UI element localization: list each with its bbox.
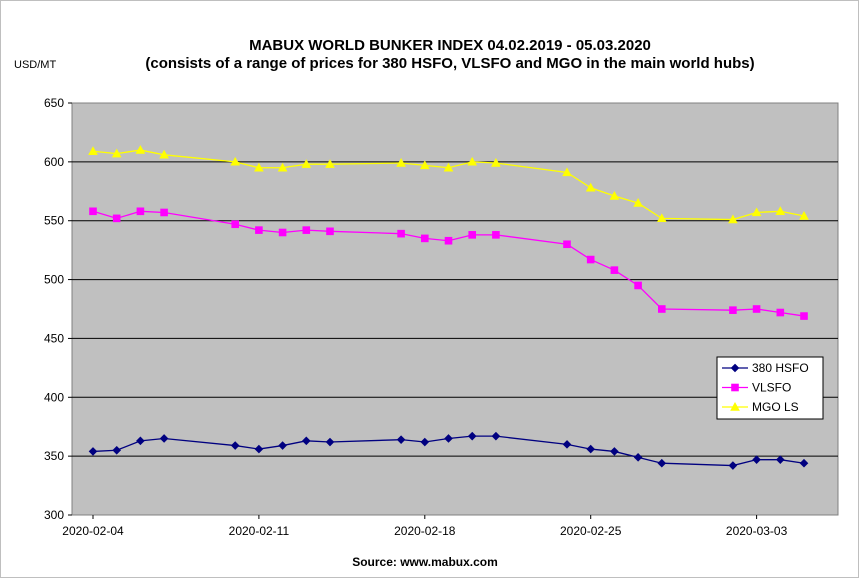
data-point-vlsfo [610, 266, 619, 274]
data-point-mgo-ls [159, 149, 169, 159]
data-point-380-hsfo [278, 441, 287, 450]
data-point-vlsfo [634, 281, 642, 290]
x-tick-label: 2020-02-18 [394, 524, 456, 538]
data-point-380-hsfo [775, 455, 785, 464]
data-point-mgo-ls [111, 148, 122, 158]
data-point-380-hsfo [396, 435, 406, 444]
data-point-mgo-ls [88, 146, 98, 155]
y-tick-label: 500 [44, 273, 64, 287]
data-point-mgo-ls [491, 158, 501, 167]
legend-label-mgo-ls: MGO LS [752, 400, 799, 414]
legend: 380 HSFO VLSFO MGO LS [716, 356, 824, 420]
x-axis: 2020-02-04 2020-02-11 2020-02-18 2020-02-25… [62, 515, 788, 538]
x-tick-label: 2020-02-04 [62, 524, 124, 538]
data-point-380-hsfo [657, 458, 667, 468]
data-point-mgo-ls [585, 182, 596, 192]
legend-marker-vlsfo [731, 383, 739, 392]
data-point-vlsfo [468, 231, 476, 239]
data-point-mgo-ls [467, 156, 478, 166]
data-point-380-hsfo [301, 436, 311, 446]
data-point-mgo-ls [277, 162, 288, 172]
data-point-vlsfo [112, 214, 121, 223]
x-tick-label: 2020-02-11 [229, 524, 290, 538]
y-tick-label: 650 [44, 96, 64, 110]
data-point-380-hsfo [136, 436, 145, 446]
data-point-mgo-ls [325, 159, 335, 168]
data-point-380-hsfo [491, 431, 501, 441]
data-point-mgo-ls [396, 158, 406, 167]
data-point-380-hsfo [633, 453, 643, 462]
y-tick-label: 350 [44, 449, 64, 463]
y-tick-label: 550 [44, 214, 64, 228]
data-point-mgo-ls [135, 145, 146, 154]
y-tick-label: 450 [44, 331, 64, 345]
data-point-vlsfo [397, 229, 405, 238]
series-group [88, 145, 809, 470]
data-point-380-hsfo [610, 447, 619, 456]
data-point-mgo-ls [609, 190, 620, 200]
data-point-mgo-ls [254, 162, 264, 172]
data-point-380-hsfo [112, 445, 122, 455]
legend-marker-mgo-ls [730, 401, 740, 411]
y-tick-label: 300 [44, 508, 64, 522]
data-point-vlsfo [326, 227, 334, 236]
data-point-380-hsfo [467, 431, 477, 441]
chart-subtitle: (consists of a range of prices for 380 H… [145, 55, 754, 72]
data-point-380-hsfo [230, 441, 240, 450]
data-point-vlsfo [800, 312, 808, 320]
y-axis: 300 350 400 450 500 550 600 650 [44, 96, 72, 522]
data-point-380-hsfo [420, 437, 430, 447]
data-point-mgo-ls [656, 213, 667, 223]
y-tick-label: 600 [44, 155, 64, 169]
data-point-vlsfo [776, 308, 785, 317]
data-point-380-hsfo [799, 458, 809, 468]
data-point-380-hsfo [159, 434, 169, 443]
gridlines [72, 161, 838, 457]
data-point-mgo-ls [230, 156, 241, 166]
data-point-vlsfo [160, 208, 168, 217]
data-point-mgo-ls [443, 162, 454, 172]
data-point-vlsfo [89, 207, 97, 216]
data-point-mgo-ls [728, 214, 738, 224]
legend-label-380-hsfo: 380 HSFO [752, 361, 809, 375]
y-axis-unit-label: USD/MT [14, 59, 56, 71]
data-point-mgo-ls [775, 206, 786, 215]
data-point-380-hsfo [254, 444, 264, 454]
x-tick-label: 2020-03-03 [726, 524, 788, 538]
data-point-380-hsfo [728, 461, 738, 470]
plot-area [71, 102, 839, 516]
y-tick-label: 400 [44, 390, 64, 404]
data-point-380-hsfo [325, 437, 335, 447]
data-point-vlsfo [729, 306, 737, 314]
data-point-vlsfo [752, 305, 761, 313]
data-point-380-hsfo [562, 440, 572, 449]
legend-marker-380-hsfo [730, 363, 740, 373]
chart-source: Source: www.mabux.com [352, 555, 498, 569]
data-point-mgo-ls [751, 207, 762, 217]
data-point-380-hsfo [88, 447, 98, 456]
data-point-vlsfo [444, 236, 453, 245]
data-point-mgo-ls [301, 159, 312, 168]
data-point-380-hsfo [752, 455, 761, 464]
data-point-mgo-ls [562, 167, 572, 177]
data-point-vlsfo [278, 228, 287, 237]
data-point-vlsfo [231, 220, 239, 229]
data-point-mgo-ls [633, 198, 643, 207]
data-point-vlsfo [492, 231, 500, 239]
data-point-vlsfo [586, 255, 595, 264]
data-point-vlsfo [658, 305, 666, 313]
data-point-vlsfo [255, 226, 263, 234]
data-point-vlsfo [302, 226, 311, 234]
legend-label-vlsfo: VLSFO [752, 381, 791, 395]
data-point-380-hsfo [444, 434, 453, 443]
data-point-vlsfo [563, 240, 571, 249]
data-point-mgo-ls [419, 160, 430, 170]
data-point-vlsfo [421, 234, 429, 243]
chart-title: MABUX WORLD BUNKER INDEX 04.02.2019 - 05… [249, 37, 651, 54]
data-point-380-hsfo [586, 444, 596, 454]
data-point-mgo-ls [799, 210, 809, 220]
x-tick-label: 2020-02-25 [560, 524, 622, 538]
data-point-vlsfo [136, 207, 145, 216]
